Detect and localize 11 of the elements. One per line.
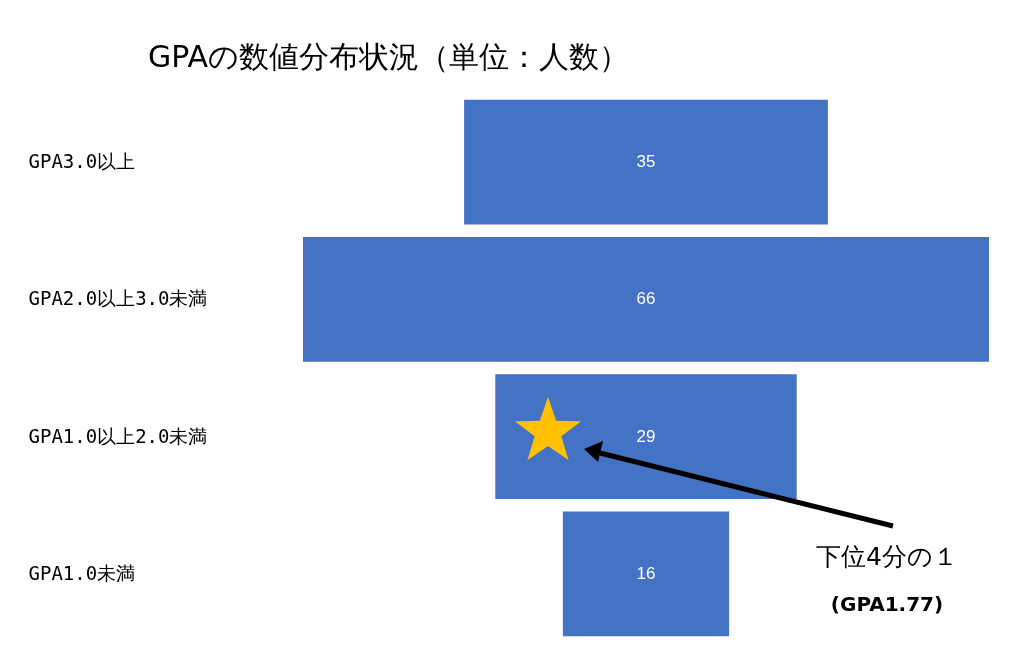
data-label: 66	[636, 289, 656, 309]
data-label: 29	[636, 426, 656, 446]
text: 下位4分の１	[816, 542, 958, 571]
data-label: 16	[636, 563, 656, 583]
category-label: GPA1.0未満	[28, 561, 136, 584]
category-label: GPA1.0以上2.0未満	[28, 424, 208, 447]
text: GPAの数値分布状況（単位：人数）	[148, 39, 629, 74]
data-label: 35	[636, 152, 656, 172]
category-label: GPA2.0以上3.0未満	[28, 287, 208, 310]
text: (GPA1.77)	[830, 592, 944, 616]
category-label: GPA3.0以上	[28, 150, 136, 173]
